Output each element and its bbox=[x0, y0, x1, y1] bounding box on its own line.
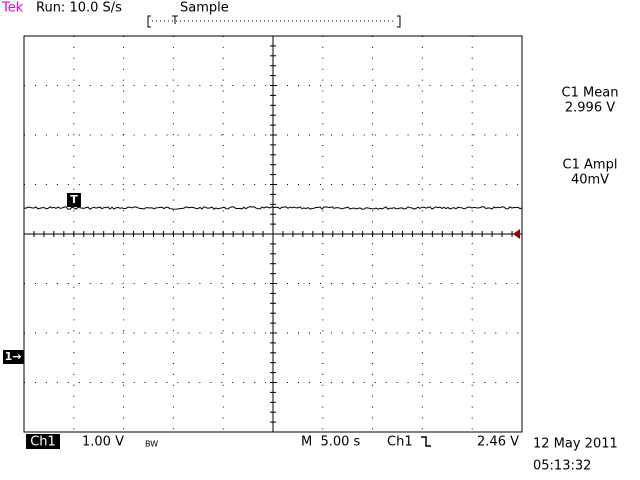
time: 05:13:32 bbox=[533, 459, 591, 474]
date: 12 May 2011 bbox=[533, 437, 618, 452]
brand: Tek bbox=[1, 1, 24, 16]
channel-label: Ch1 bbox=[30, 435, 56, 450]
run-status: Run: 10.0 S/s bbox=[36, 1, 122, 16]
record-bracket bbox=[147, 15, 401, 28]
trigger-marker-box bbox=[67, 193, 81, 207]
graticule bbox=[23, 35, 523, 433]
measurement-label: C1 Ampl bbox=[563, 158, 618, 173]
trigger-marker: T bbox=[70, 193, 78, 206]
trigger-level: 2.46 V bbox=[477, 435, 519, 450]
measurement-value: 40mV bbox=[571, 173, 609, 188]
trigger-slope bbox=[421, 436, 431, 447]
trigger-source: Ch1 bbox=[387, 435, 413, 450]
acquire-mode: Sample bbox=[180, 1, 229, 16]
measurement-value: 2.996 V bbox=[565, 101, 615, 116]
channel-marker-box bbox=[3, 350, 24, 364]
volts-per-div: 1.00 V bbox=[82, 435, 124, 450]
waveform-trace bbox=[23, 206, 523, 210]
channel-marker: 1→ bbox=[5, 350, 22, 363]
bandwidth-limit: BW bbox=[145, 440, 158, 449]
trigger-level-arrow bbox=[513, 229, 520, 239]
measurement-label: C1 Mean bbox=[562, 86, 619, 101]
timebase: M 5.00 s bbox=[301, 435, 361, 450]
channel-box bbox=[26, 434, 60, 449]
